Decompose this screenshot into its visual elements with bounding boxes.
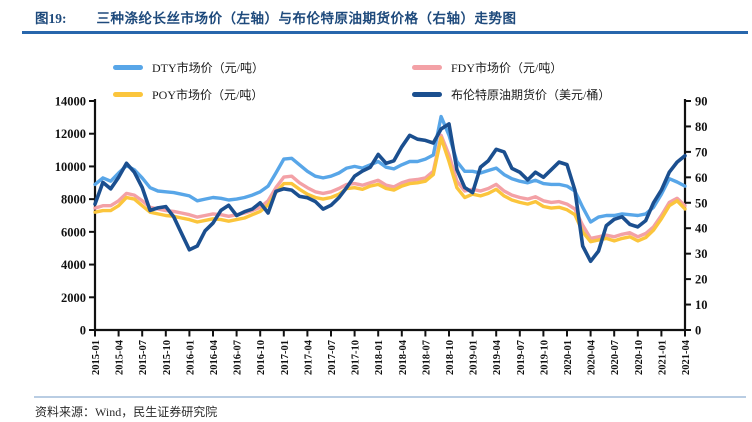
right-axis-tick-label: 0 <box>695 324 701 338</box>
left-axis-tick-label: 14000 <box>55 95 86 109</box>
right-axis-tick-label: 10 <box>695 298 708 312</box>
right-axis-tick-label: 80 <box>695 120 708 134</box>
x-axis-tick-label: 2015-10 <box>162 340 173 375</box>
source-text: Wind，民生证券研究院 <box>95 405 218 419</box>
legend-item: FDY市场价（元/吨） <box>412 59 683 76</box>
x-axis-tick-label: 2021-04 <box>681 339 692 375</box>
x-axis-tick-label: 2015-07 <box>138 340 149 375</box>
x-axis-tick-label: 2017-10 <box>351 340 362 375</box>
series-line-poy <box>93 136 687 244</box>
x-axis-tick-label: 2019-04 <box>492 339 503 375</box>
series-line-brent <box>93 122 687 264</box>
legend-item: POY市场价（元/吨） <box>113 86 412 103</box>
x-axis-tick-label: 2017-07 <box>327 340 338 375</box>
x-axis-tick-label: 2020-01 <box>563 340 574 375</box>
source-note: 资料来源：Wind，民生证券研究院 <box>35 403 217 420</box>
x-axis-tick-label: 2016-01 <box>185 340 196 375</box>
x-axis-tick-label: 2016-10 <box>256 340 267 375</box>
right-axis-tick-label: 70 <box>695 145 708 159</box>
legend-label: 布伦特原油期货价（美元/桶） <box>451 88 611 102</box>
left-axis-tick-label: 6000 <box>61 225 86 239</box>
legend-swatch-line <box>412 92 442 97</box>
x-axis-tick-label: 2018-10 <box>445 340 456 375</box>
x-axis-tick-label: 2017-04 <box>303 339 314 375</box>
legend-label: FDY市场价（元/吨） <box>451 61 563 75</box>
left-axis-tick-label: 8000 <box>61 193 86 207</box>
right-axis-tick-label: 30 <box>695 247 708 261</box>
x-axis-tick-label: 2020-10 <box>634 340 645 375</box>
x-axis-tick-label: 2016-04 <box>209 339 220 375</box>
left-axis-tick-label: 0 <box>80 324 86 338</box>
legend-swatch-line <box>113 65 143 70</box>
figure-number: 图19: <box>35 11 67 26</box>
x-axis-tick-label: 2019-07 <box>516 340 527 375</box>
figure-header: 图19: 三种涤纶长丝市场价（左轴）与布伦特原油期货价格（右轴）走势图 <box>35 7 517 27</box>
right-axis-tick-label: 20 <box>695 273 708 287</box>
x-axis-tick-label: 2018-01 <box>374 340 385 375</box>
legend-label: DTY市场价（元/吨） <box>152 61 264 75</box>
figure-title: 三种涤纶长丝市场价（左轴）与布伦特原油期货价格（右轴）走势图 <box>96 11 517 26</box>
legend-item: 布伦特原油期货价（美元/桶） <box>412 86 683 103</box>
right-axis-tick-label: 50 <box>695 196 708 210</box>
x-axis-tick-label: 2021-01 <box>657 340 668 375</box>
legend-item: DTY市场价（元/吨） <box>113 59 412 76</box>
header-divider <box>22 31 748 34</box>
legend-swatch-line <box>412 65 442 70</box>
left-axis-tick-label: 12000 <box>55 127 86 141</box>
x-axis-tick-label: 2018-04 <box>398 339 409 375</box>
x-axis-tick-label: 2020-04 <box>587 339 598 375</box>
left-axis-tick-label: 10000 <box>55 160 86 174</box>
footer-divider <box>34 396 746 398</box>
left-axis-tick-label: 4000 <box>61 258 86 272</box>
chart-legend: DTY市场价（元/吨） FDY市场价（元/吨） POY市场价（元/吨） 布伦特原油期货… <box>113 59 683 103</box>
x-axis-tick-label: 2016-07 <box>233 340 244 375</box>
x-axis-tick-label: 2018-07 <box>421 340 432 375</box>
x-axis-tick-label: 2015-01 <box>91 340 102 375</box>
x-axis-tick-label: 2015-04 <box>115 339 126 375</box>
right-axis-tick-label: 60 <box>695 171 708 185</box>
legend-swatch-line <box>113 92 143 97</box>
right-axis-tick-label: 90 <box>695 95 708 109</box>
x-axis-tick-label: 2020-07 <box>610 340 621 375</box>
legend-label: POY市场价（元/吨） <box>152 88 264 102</box>
right-axis-tick-label: 40 <box>695 222 708 236</box>
series-line-fdy <box>93 133 687 241</box>
source-label: 资料来源： <box>35 405 96 419</box>
left-axis-tick-label: 2000 <box>61 291 86 305</box>
x-axis-tick-label: 2019-10 <box>539 340 550 375</box>
series-line-dty <box>93 114 687 224</box>
x-axis-tick-label: 2019-01 <box>469 340 480 375</box>
x-axis-tick-label: 2017-01 <box>280 340 291 375</box>
